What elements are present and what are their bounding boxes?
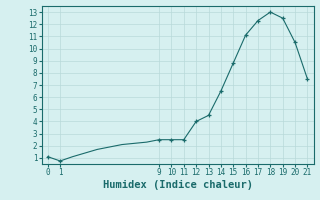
X-axis label: Humidex (Indice chaleur): Humidex (Indice chaleur) [103,180,252,190]
